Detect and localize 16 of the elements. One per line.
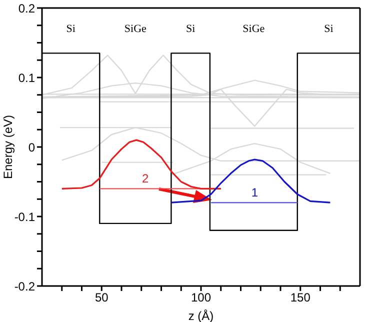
x-tick-label: 150 [290,290,311,305]
x-tick-label: 100 [190,290,212,305]
y-tick-label: -0.2 [14,279,36,294]
annotation: Si [324,23,334,35]
annotation: SiGe [124,23,147,35]
y-tick-label: -0.1 [14,210,36,224]
annotation: Si [186,23,196,35]
y-tick-label: 0 [28,140,36,154]
y-axis-title: Energy (eV) [1,114,15,180]
series-label: 1 [251,186,258,200]
annotation: SiGe [242,23,265,35]
series-label: 2 [142,172,150,186]
x-tick-label: 50 [94,290,109,305]
y-tick-label: 0.2 [18,1,36,16]
y-tick-label: 0.1 [18,70,36,85]
annotation: Si [66,23,76,35]
